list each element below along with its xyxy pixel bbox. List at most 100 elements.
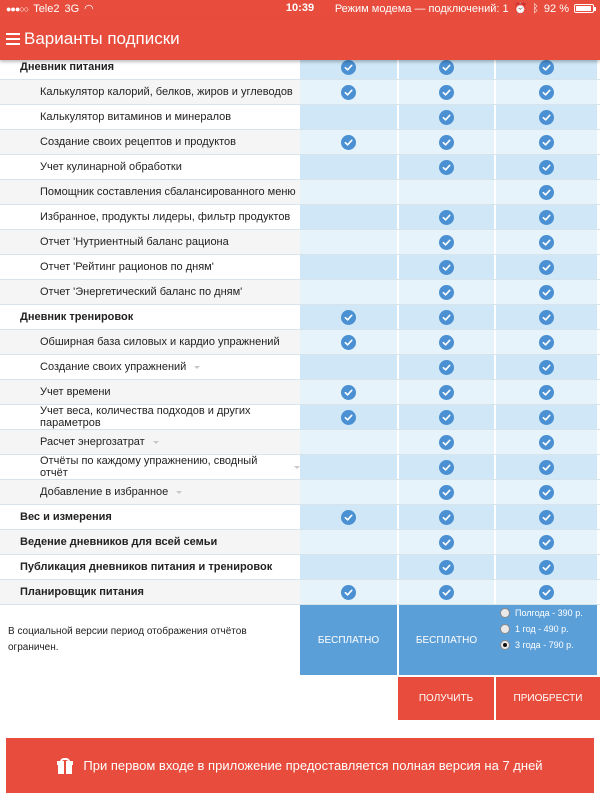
feature-label-text: Отчёты по каждому упражнению, сводный от…: [40, 455, 258, 479]
feature-label: Учет времени: [0, 380, 300, 404]
network-label: 3G: [64, 2, 80, 15]
feature-label: Обширная база силовых и кардио упражнени…: [0, 330, 300, 354]
table-row: Помощник составления сбалансированного м…: [0, 180, 600, 205]
table-row: Вес и измерения: [0, 505, 600, 530]
plan-cell: [397, 80, 494, 104]
table-row: Планировщик питания: [0, 580, 600, 605]
plan-cell: [397, 530, 494, 554]
check-circle-icon: [539, 209, 554, 225]
social-version-note: В социальной версии период отображения о…: [8, 626, 247, 653]
plan-option-label: 1 год - 490 р.: [515, 624, 569, 634]
gift-icon: [57, 757, 74, 774]
clock: 10:39: [285, 2, 315, 14]
action-buttons: ПОЛУЧИТЬ ПРИОБРЕСТИ: [0, 677, 600, 720]
plan-cell: [300, 330, 397, 354]
feature-label-text: Расчет энергозатрат: [40, 436, 145, 448]
plan-cell: [397, 480, 494, 504]
trial-banner[interactable]: При первом входе в приложение предоставл…: [6, 738, 594, 793]
check-circle-icon: [539, 384, 554, 400]
plan-cell: [494, 505, 597, 529]
feature-label-text: Вес и измерения: [20, 511, 112, 523]
plan-cell: [300, 530, 397, 554]
feature-label[interactable]: Добавление в избранное: [0, 480, 300, 504]
trial-banner-text: При первом входе в приложение предоставл…: [83, 758, 543, 773]
section-label: Дневник питания: [0, 55, 300, 79]
radio-button[interactable]: [500, 640, 510, 650]
check-circle-icon: [341, 309, 356, 325]
feature-label-text: Ведение дневников для всей семьи: [20, 536, 218, 548]
check-circle-icon: [539, 159, 554, 175]
feature-label: Помощник составления сбалансированного м…: [0, 180, 300, 204]
plan-cell: [300, 205, 397, 229]
plan-option-halfyear[interactable]: Полгода - 390 р.: [500, 607, 597, 620]
plan-cell: [494, 455, 597, 479]
hamburger-icon[interactable]: [6, 33, 20, 45]
plan-option-label: 3 года - 790 р.: [515, 640, 574, 650]
check-circle-icon: [539, 109, 554, 125]
check-circle-icon: [439, 234, 454, 250]
check-circle-icon: [539, 559, 554, 575]
feature-label: Создание своих рецептов и продуктов: [0, 130, 300, 154]
table-row: Обширная база силовых и кардио упражнени…: [0, 330, 600, 355]
feature-label-text: Дневник питания: [20, 61, 115, 73]
plan-cell: [397, 305, 494, 329]
table-row: Калькулятор калорий, белков, жиров и угл…: [0, 80, 600, 105]
check-circle-icon: [341, 384, 356, 400]
feature-label[interactable]: Создание своих упражнений: [0, 355, 300, 379]
plan-cell: [300, 430, 397, 454]
check-circle-icon: [439, 459, 454, 475]
check-circle-icon: [539, 359, 554, 375]
chevron-down-icon[interactable]: [194, 365, 201, 369]
plan-cell: [397, 355, 494, 379]
feature-label-text: Избранное, продукты лидеры, фильтр проду…: [40, 211, 291, 223]
radio-button[interactable]: [500, 624, 510, 634]
plan-option-3years[interactable]: 3 года - 790 р.: [500, 639, 597, 652]
feature-label: Отчет 'Энергетический баланс по дням': [0, 280, 300, 304]
plan-cell: [494, 305, 597, 329]
plan-cell: [300, 455, 397, 479]
battery-icon: [574, 4, 596, 13]
table-row: Ведение дневников для всей семьи: [0, 530, 600, 555]
check-circle-icon: [439, 259, 454, 275]
feature-label: Учет веса, количества подходов и других …: [0, 405, 300, 429]
table-row: Публикация дневников питания и тренирово…: [0, 555, 600, 580]
section-label: Вес и измерения: [0, 505, 300, 529]
plan-cell: [494, 555, 597, 579]
feature-label: Калькулятор калорий, белков, жиров и угл…: [0, 80, 300, 104]
plan-cell: [300, 255, 397, 279]
feature-label[interactable]: Расчет энергозатрат: [0, 430, 300, 454]
table-row: Отчет 'Энергетический баланс по дням': [0, 280, 600, 305]
check-circle-icon: [439, 84, 454, 100]
check-circle-icon: [539, 234, 554, 250]
feature-label: Учет кулинарной обработки: [0, 155, 300, 179]
check-circle-icon: [341, 84, 356, 100]
plan-cell: [494, 130, 597, 154]
plan-cell: [494, 255, 597, 279]
buy-button[interactable]: ПРИОБРЕСТИ: [496, 677, 600, 720]
feature-label-text: Обширная база силовых и кардио упражнени…: [40, 336, 280, 348]
plan-cell: [494, 380, 597, 404]
chevron-down-icon[interactable]: [176, 490, 183, 494]
feature-label-text: Отчет 'Рейтинг рационов по дням': [40, 261, 214, 273]
feature-label-text: Отчет 'Нутриентный баланс рациона: [40, 236, 229, 248]
bluetooth-icon: ᛒ: [532, 2, 539, 15]
plan-cell: [300, 180, 397, 204]
plan-cell: [397, 455, 494, 479]
get-button[interactable]: ПОЛУЧИТЬ: [398, 677, 494, 720]
carrier-label: Tele2: [33, 2, 60, 15]
feature-label-text: Помощник составления сбалансированного м…: [40, 186, 296, 198]
plan-option-1year[interactable]: 1 год - 490 р.: [500, 623, 597, 636]
chevron-down-icon[interactable]: [294, 465, 300, 469]
pricing-row: В социальной версии период отображения о…: [0, 605, 600, 675]
radio-button[interactable]: [500, 608, 510, 618]
table-row: Создание своих рецептов и продуктов: [0, 130, 600, 155]
check-circle-icon: [439, 359, 454, 375]
alarm-icon: ⏰: [513, 3, 528, 15]
plan-cell: [397, 205, 494, 229]
feature-label[interactable]: Отчёты по каждому упражнению, сводный от…: [0, 455, 300, 479]
plan-cell: [494, 80, 597, 104]
chevron-down-icon[interactable]: [152, 440, 159, 444]
section-label: Дневник тренировок: [0, 305, 300, 329]
check-circle-icon: [341, 509, 356, 525]
check-circle-icon: [439, 134, 454, 150]
